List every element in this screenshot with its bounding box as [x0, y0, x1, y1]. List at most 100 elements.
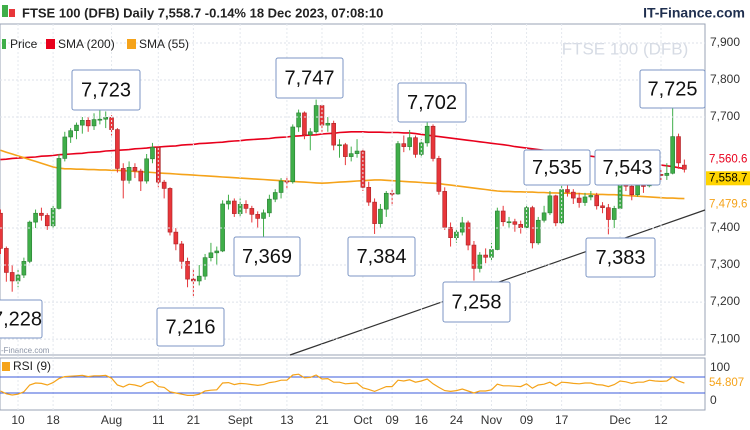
- candle-body: [541, 212, 547, 221]
- candle-body: [173, 231, 179, 245]
- x-tick-label: 18: [46, 413, 60, 427]
- candle-body: [272, 192, 278, 200]
- candle-body: [378, 208, 383, 224]
- legend-label: SMA (55): [139, 37, 189, 51]
- candle-body: [582, 196, 588, 203]
- annotation-box: [156, 307, 225, 347]
- rsi-panel: [0, 357, 706, 411]
- x-tick-label: 21: [315, 413, 329, 427]
- annotation-label: 7,228: [0, 308, 42, 330]
- candle-body: [278, 180, 284, 193]
- rsi-legend-label: RSI (9): [13, 359, 51, 373]
- x-tick-label: 13: [280, 413, 294, 427]
- candle-body: [196, 275, 202, 282]
- x-tick-label: 12: [654, 413, 668, 427]
- candle-body: [682, 164, 687, 170]
- legend-swatch: [46, 39, 55, 49]
- candle-body: [33, 212, 38, 223]
- candle-body: [62, 136, 68, 159]
- candle-body: [103, 117, 109, 120]
- candle-body: [547, 195, 553, 214]
- candle-body: [629, 185, 635, 196]
- candle-body: [366, 187, 372, 203]
- candle-body: [208, 252, 214, 258]
- price-tag: [706, 171, 750, 186]
- annotation-label: 7,383: [595, 247, 645, 269]
- legend: Price SMA (200) SMA (55): [2, 37, 189, 51]
- price-tag-label: 7,558.7: [709, 172, 747, 184]
- y-tick-label: 7,100: [710, 331, 740, 345]
- annotation-label: 7,723: [81, 79, 131, 101]
- candle-body: [465, 222, 471, 246]
- price-tag: [706, 197, 750, 212]
- candle-body: [290, 126, 296, 183]
- candle-body: [261, 212, 266, 219]
- price-tag-label: 7,560.6: [709, 154, 747, 166]
- candle-body: [302, 112, 307, 136]
- y-tick-label: 7,700: [710, 109, 740, 123]
- candle-body: [343, 144, 348, 157]
- candle-body: [126, 167, 132, 181]
- source: IT-Finance.com: [643, 5, 745, 21]
- candle-body: [185, 261, 190, 280]
- y-tick-label: 7,400: [710, 220, 740, 234]
- annotation-label: 7,747: [284, 67, 334, 89]
- x-tick-label: 17: [555, 413, 569, 427]
- candle-body: [307, 131, 313, 136]
- candle-body: [226, 200, 231, 205]
- candle-body: [220, 203, 225, 252]
- candle-body: [594, 195, 599, 207]
- x-tick-label: Oct: [354, 413, 373, 427]
- x-tick-label: Nov: [481, 413, 502, 427]
- legend-swatch: [2, 362, 10, 371]
- legend-swatch: [2, 39, 6, 49]
- annotation-box: [639, 69, 706, 109]
- candle-body: [495, 210, 500, 250]
- y-tick-label: 7,800: [710, 72, 740, 86]
- candle-body: [109, 117, 114, 130]
- candle-body: [588, 195, 594, 198]
- candle-body: [97, 118, 103, 121]
- candle-body: [535, 219, 541, 244]
- candle-body: [530, 207, 535, 244]
- legend-label: Price: [10, 37, 38, 51]
- rsi-tick-label: 100: [710, 360, 730, 374]
- annotation-box: [0, 299, 43, 339]
- candle-body: [676, 136, 681, 164]
- candle-body: [91, 119, 97, 127]
- candle-body: [138, 170, 144, 182]
- candle-body: [267, 198, 272, 214]
- candle-body: [331, 122, 336, 146]
- legend-label: SMA (200): [58, 37, 115, 51]
- candle-body: [337, 144, 342, 147]
- candle-body: [571, 191, 576, 199]
- candle-body: [132, 167, 138, 172]
- candle-body: [179, 243, 184, 262]
- annotation-label: 7,702: [407, 92, 457, 114]
- candle-body: [21, 261, 27, 276]
- candle-body: [354, 150, 360, 154]
- candle-body: [670, 136, 675, 174]
- x-tick-label: 10: [11, 413, 25, 427]
- candle-body: [407, 137, 412, 147]
- candle-body: [383, 192, 389, 210]
- candle-body: [44, 215, 50, 227]
- candle-body: [120, 168, 126, 181]
- annotation-box: [397, 82, 467, 123]
- candle-body: [167, 188, 173, 233]
- candle-body: [115, 129, 120, 169]
- x-tick-label: Dec: [609, 413, 630, 427]
- candle-body: [553, 195, 559, 224]
- watermark-small: -Finance.com: [1, 346, 50, 355]
- annotation-label: 7,384: [356, 246, 406, 268]
- candle-body: [243, 204, 249, 209]
- annotation-box: [523, 149, 591, 186]
- x-tick-label: Aug: [101, 413, 122, 427]
- candle-body: [576, 197, 582, 203]
- x-tick-label: 09: [520, 413, 534, 427]
- candle-body: [565, 189, 570, 193]
- candle-body: [512, 221, 518, 225]
- candle-body: [39, 212, 44, 216]
- x-tick-label: 11: [152, 413, 165, 427]
